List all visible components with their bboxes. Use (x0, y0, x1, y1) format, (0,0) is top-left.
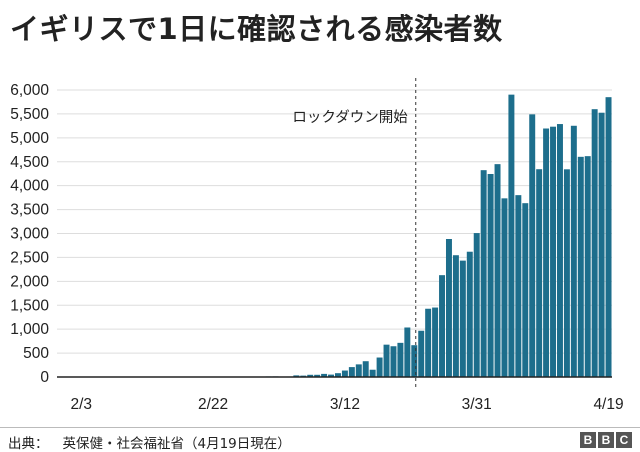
bar (557, 124, 563, 377)
bar (439, 275, 445, 377)
bar (460, 261, 466, 377)
bar (356, 364, 362, 377)
bar (467, 252, 473, 377)
bar (585, 156, 591, 377)
y-tick-label: 1,000 (10, 321, 49, 338)
y-tick-label: 0 (40, 369, 49, 386)
bar (550, 127, 556, 377)
bar (453, 255, 459, 377)
bar (411, 345, 417, 377)
bar (495, 164, 501, 377)
bar (349, 367, 355, 377)
bar (564, 169, 570, 377)
y-tick-label: 2,000 (10, 273, 49, 290)
y-tick-label: 4,000 (10, 178, 49, 195)
bars (57, 95, 611, 377)
bar (370, 370, 376, 377)
bar (432, 308, 438, 377)
bar (599, 113, 605, 377)
footer: 出典：英保健・社会福祉省（4月19日現在） B B C (0, 427, 640, 451)
y-tick-label: 5,000 (10, 130, 49, 147)
bar (425, 309, 431, 377)
bar (418, 331, 424, 377)
bar (529, 114, 535, 377)
y-axis-tick-labels: 0 500 1,000 1,500 2,000 2,500 3,000 3,500 4,000 4… (10, 82, 49, 386)
bar (543, 129, 549, 377)
bar (390, 346, 396, 377)
bar (404, 327, 410, 377)
lockdown-annotation: ロックダウン開始 (292, 109, 408, 126)
bar (384, 345, 390, 377)
bbc-logo-letter: B (598, 432, 614, 448)
x-tick-label: 2/22 (198, 396, 228, 413)
bar (342, 371, 348, 377)
source-line: 出典：英保健・社会福祉省（4月19日現在） (8, 432, 291, 452)
bar (377, 358, 383, 377)
bar (578, 157, 584, 377)
x-tick-label: 2/3 (71, 396, 93, 413)
x-tick-label: 3/12 (330, 396, 360, 413)
bbc-logo-letter: C (616, 432, 632, 448)
bar (606, 97, 612, 377)
bar (571, 126, 577, 377)
x-tick-label: 4/19 (593, 396, 623, 413)
y-tick-label: 3,500 (10, 202, 49, 219)
bar (592, 109, 598, 377)
y-tick-label: 3,000 (10, 226, 49, 243)
bar (488, 174, 494, 377)
bar (536, 169, 542, 377)
y-tick-label: 1,500 (10, 297, 49, 314)
y-tick-label: 4,500 (10, 154, 49, 171)
bar (508, 95, 514, 377)
bar (515, 195, 521, 377)
bar (363, 361, 369, 377)
bar (481, 170, 487, 377)
y-tick-label: 500 (23, 345, 49, 362)
bbc-logo: B B C (580, 432, 632, 448)
bar-chart: 0 500 1,000 1,500 2,000 2,500 3,000 3,500 4,000 4… (0, 0, 640, 427)
bar (501, 198, 507, 377)
y-tick-label: 5,500 (10, 106, 49, 123)
bar (446, 239, 452, 377)
x-axis-tick-labels: 2/3 2/22 3/12 3/31 4/19 (71, 396, 624, 413)
bar (522, 203, 528, 377)
bbc-logo-letter: B (580, 432, 596, 448)
bar (474, 233, 480, 377)
grid-lines (57, 90, 612, 353)
y-tick-label: 2,500 (10, 249, 49, 266)
x-tick-label: 3/31 (462, 396, 492, 413)
y-tick-label: 6,000 (10, 82, 49, 99)
bar (397, 343, 403, 377)
